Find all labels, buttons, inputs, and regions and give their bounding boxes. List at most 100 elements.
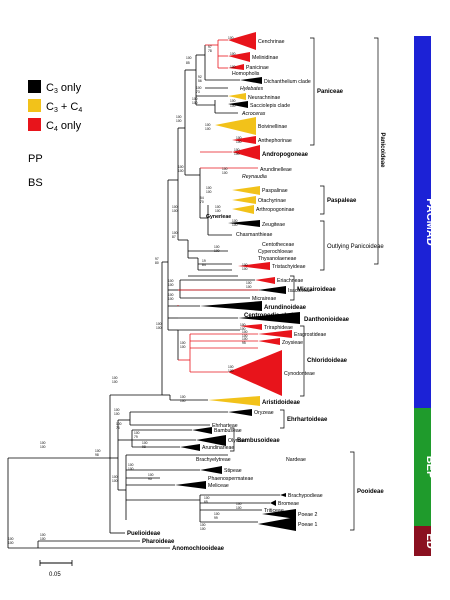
- svg-text:100: 100: [240, 327, 246, 331]
- taxon-acroceras: Acroceras: [241, 111, 266, 117]
- svg-text:19: 19: [202, 259, 206, 263]
- svg-text:100: 100: [168, 283, 174, 287]
- svg-text:100: 100: [234, 148, 240, 152]
- svg-text:65: 65: [204, 500, 208, 504]
- taxon-chasmanthieae: Chasmanthieae: [236, 232, 272, 238]
- svg-text:100: 100: [186, 56, 192, 60]
- bracket-paniceae: Paniceae: [317, 89, 344, 95]
- svg-text:70: 70: [200, 200, 204, 204]
- taxon-nardeae: Nardeae: [286, 457, 306, 463]
- svg-text:85: 85: [186, 61, 190, 65]
- pacmad-label: PACMAD: [424, 198, 436, 246]
- svg-text:80: 80: [155, 261, 159, 265]
- triangle-andropogoneae: [232, 145, 260, 160]
- c4-branches: [177, 39, 260, 373]
- svg-text:100: 100: [172, 209, 178, 213]
- svg-text:100: 100: [114, 412, 120, 416]
- svg-text:100: 100: [156, 322, 162, 326]
- svg-text:100: 100: [242, 267, 248, 271]
- bep-label: BEP: [424, 456, 436, 479]
- triangle-bromeae: [270, 500, 276, 506]
- bracket-aristidoideae: Aristidoideae: [262, 400, 301, 406]
- taxon-pharoideae: Pharoideae: [142, 539, 175, 545]
- bep-bar: [414, 408, 431, 526]
- legend-c3c4-label: C: [46, 101, 54, 113]
- svg-text:100: 100: [168, 279, 174, 283]
- svg-text:100: 100: [95, 449, 101, 453]
- svg-text:100: 100: [180, 395, 186, 399]
- bracket-chloridoideae: Chloridoideae: [307, 358, 348, 364]
- svg-text:100: 100: [204, 496, 210, 500]
- svg-text:98: 98: [142, 445, 146, 449]
- bracket-centropodia: Centropodia clade: [244, 313, 297, 319]
- svg-text:100: 100: [230, 52, 236, 56]
- taxon-oryzeae: Oryzeae: [254, 410, 274, 416]
- svg-text:73: 73: [196, 90, 200, 94]
- triangle-sacciolepis: [228, 101, 248, 108]
- svg-text:100: 100: [180, 341, 186, 345]
- triangle-melinidinae: [228, 52, 250, 62]
- taxon-olyreae: Olyreae: [228, 438, 246, 444]
- svg-text:97: 97: [208, 45, 212, 49]
- svg-text:100: 100: [172, 231, 178, 235]
- taxon-arthropogoninae: Arthropogoninae: [256, 207, 294, 213]
- triangle-bambuseae: [192, 427, 212, 434]
- legend-c3-label: C: [46, 82, 54, 94]
- triangle-poeae2: [262, 509, 296, 519]
- legend-c4-label: C: [46, 120, 54, 132]
- taxon-poeae1: Poeae 1: [298, 522, 317, 528]
- clade-triangles: [175, 32, 300, 531]
- triangle-eragrostideae: [258, 330, 292, 338]
- scale-bar-label: 0.05: [49, 572, 61, 578]
- svg-text:100: 100: [112, 475, 118, 479]
- bracket-panicoideae: Panicoideae: [379, 132, 385, 168]
- taxon-zoysieae: Zoysieae: [282, 340, 303, 346]
- svg-text:97: 97: [155, 257, 159, 261]
- triangle-eriachneae: [255, 277, 275, 284]
- triangle-arthropogoninae: [232, 205, 254, 214]
- taxon-sacciolepis: Sacciolepis clade: [250, 103, 290, 109]
- svg-text:100: 100: [116, 422, 122, 426]
- taxon-triticeae: Triticeae: [264, 508, 284, 514]
- ed-label: ED: [424, 533, 436, 548]
- taxon-arundinoideae: Arundinoideae: [264, 305, 307, 311]
- svg-text:100: 100: [40, 537, 46, 541]
- svg-text:100: 100: [178, 165, 184, 169]
- svg-text:100: 100: [228, 36, 234, 40]
- svg-text:100: 100: [242, 330, 248, 334]
- svg-text:C3 only: C3 only: [46, 82, 82, 95]
- svg-text:100: 100: [128, 467, 134, 471]
- taxon-homopholis: Homopholis: [232, 71, 260, 77]
- taxon-phaenospermateae: Phaenospermateae: [208, 476, 253, 482]
- svg-text:100: 100: [156, 326, 162, 330]
- svg-text:100: 100: [205, 123, 211, 127]
- triangle-olyreae: [196, 435, 226, 446]
- svg-text:100: 100: [246, 285, 252, 289]
- svg-text:100: 100: [40, 441, 46, 445]
- triangle-cenchrinae: [228, 32, 256, 50]
- svg-text:98: 98: [95, 453, 99, 457]
- taxon-gynerieae: Gynerieae: [206, 214, 231, 220]
- taxon-stipeae: Stipeae: [224, 468, 242, 474]
- taxon-eriachneae: Eriachneae: [277, 278, 303, 284]
- svg-text:100: 100: [236, 140, 242, 144]
- svg-text:100: 100: [206, 190, 212, 194]
- taxon-thysanolaeneae: Thysanolaeneae: [258, 256, 296, 262]
- taxon-brachyelytreae: Brachyelytreae: [196, 457, 231, 463]
- svg-text:100: 100: [230, 99, 236, 103]
- taxon-reynaudia: Reynaudia: [242, 174, 267, 180]
- triangle-cynodonteae: [228, 350, 282, 396]
- svg-text:100: 100: [240, 323, 246, 327]
- svg-text:100: 100: [114, 408, 120, 412]
- bracket-pooideae: Pooideae: [357, 489, 384, 495]
- svg-text:56: 56: [198, 79, 202, 83]
- bracket-labels: Paniceae Panicoideae Paspaleae Outlying …: [237, 89, 385, 495]
- svg-text:100: 100: [242, 263, 248, 267]
- taxon-triraphideae: Triraphideae: [264, 325, 293, 331]
- svg-text:100: 100: [134, 431, 140, 435]
- taxon-dichanthelium: Dichanthelium clade: [264, 79, 311, 85]
- svg-text:100: 100: [230, 65, 236, 69]
- svg-text:C4 only: C4 only: [46, 120, 82, 133]
- triangle-triraphideae: [240, 324, 262, 330]
